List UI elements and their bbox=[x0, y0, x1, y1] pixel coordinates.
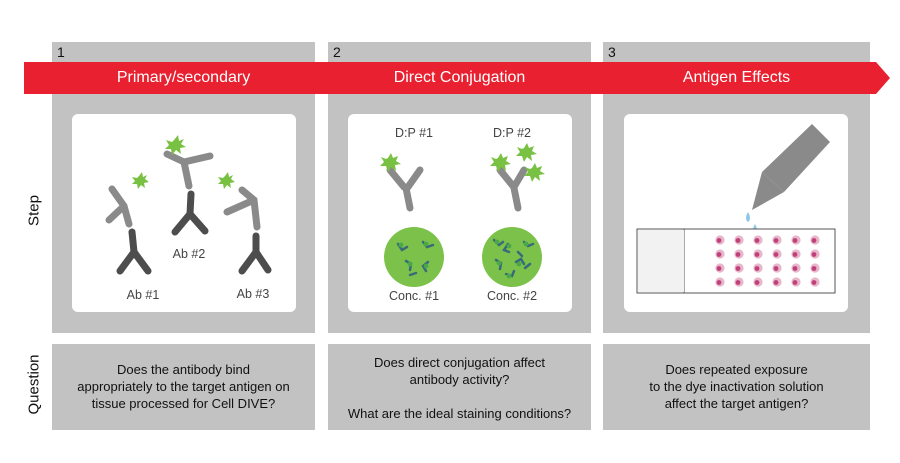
tissue-spot-core bbox=[735, 280, 741, 285]
question-1-line-2: appropriately to the target antigen on bbox=[77, 379, 290, 394]
question-box-2: Does direct conjugation affect antibody … bbox=[328, 344, 591, 430]
question-3-line-3: affect the target antigen? bbox=[664, 396, 809, 411]
tissue-spot-core bbox=[792, 252, 798, 257]
tissue-spot-core bbox=[716, 238, 722, 243]
label-conc-1: Conc. #1 bbox=[388, 289, 440, 303]
panel-antigen-effects bbox=[624, 114, 848, 312]
label-ab-2: Ab #2 bbox=[172, 247, 206, 261]
tissue-spot-core bbox=[773, 238, 779, 243]
question-1-line-3: tissue processed for Cell DIVE? bbox=[91, 396, 276, 411]
antibody-pair-1-illustration bbox=[105, 135, 272, 275]
tissue-spot-core bbox=[754, 238, 760, 243]
panel-direct-conjugation: D:P #1 D:P #2 Conc. #1 Conc. #2 bbox=[348, 114, 572, 312]
tissue-spot-core bbox=[811, 266, 817, 271]
column-3-title: Antigen Effects bbox=[682, 69, 791, 86]
tissue-spot-core bbox=[811, 280, 817, 285]
tissue-spot-core bbox=[773, 266, 779, 271]
question-2-line-4: What are the ideal staining conditions? bbox=[347, 406, 572, 421]
slide-and-pipette-illustration bbox=[636, 124, 836, 294]
tissue-spot-core bbox=[716, 252, 722, 257]
question-1-line-1: Does the antibody bind bbox=[117, 362, 250, 377]
tissue-spot-core bbox=[773, 280, 779, 285]
question-3-line-1: Does repeated exposure bbox=[665, 362, 808, 377]
row-label-question: Question bbox=[25, 354, 43, 415]
row-label-step: Step bbox=[25, 195, 43, 226]
tissue-spot-core bbox=[792, 280, 798, 285]
question-2-line-1: Does direct conjugation affect bbox=[373, 355, 546, 370]
label-ab-3: Ab #3 bbox=[236, 287, 270, 301]
question-box-3: Does repeated exposure to the dye inacti… bbox=[603, 344, 870, 430]
tissue-spot-core bbox=[792, 238, 798, 243]
tissue-spot-core bbox=[716, 280, 722, 285]
panel-primary-secondary: Ab #1 Ab #2 Ab #3 bbox=[72, 114, 296, 312]
label-dp-1: D:P #1 bbox=[395, 126, 433, 140]
tissue-spot-core bbox=[754, 252, 760, 257]
column-1-title: Primary/secondary bbox=[116, 69, 251, 86]
tissue-spot-core bbox=[735, 252, 741, 257]
label-ab-1: Ab #1 bbox=[126, 288, 160, 302]
tissue-spot-core bbox=[754, 266, 760, 271]
banner-arrow bbox=[24, 62, 890, 94]
tissue-spot-core bbox=[735, 266, 741, 271]
question-box-1: Does the antibody bind appropriately to … bbox=[52, 344, 315, 430]
column-3-number: 3 bbox=[608, 44, 616, 60]
tissue-spot-core bbox=[811, 238, 817, 243]
tissue-spot-core bbox=[735, 238, 741, 243]
label-dp-2: D:P #2 bbox=[493, 126, 531, 140]
column-2-number: 2 bbox=[333, 44, 341, 60]
tissue-spot-core bbox=[716, 266, 722, 271]
conjugation-illustration bbox=[380, 143, 545, 287]
column-2-title: Direct Conjugation bbox=[393, 69, 526, 86]
tissue-spot-core bbox=[773, 252, 779, 257]
question-2-line-2: antibody activity? bbox=[409, 372, 510, 387]
tissue-spot-core bbox=[754, 280, 760, 285]
label-conc-2: Conc. #2 bbox=[486, 289, 538, 303]
tissue-spot-core bbox=[792, 266, 798, 271]
question-3-line-2: to the dye inactivation solution bbox=[649, 379, 824, 394]
tissue-spot-core bbox=[811, 252, 817, 257]
column-1-number: 1 bbox=[57, 44, 65, 60]
